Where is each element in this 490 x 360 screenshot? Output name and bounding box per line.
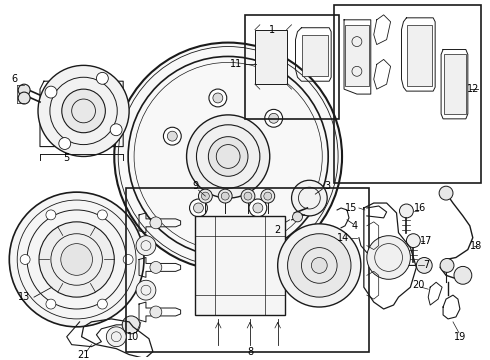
Text: 11: 11 [230,59,242,69]
Circle shape [292,180,327,216]
Circle shape [406,234,420,248]
Circle shape [46,210,56,220]
Circle shape [123,255,133,265]
Circle shape [18,92,30,104]
Text: 16: 16 [414,203,426,213]
Circle shape [114,42,342,270]
Circle shape [416,257,432,273]
Bar [255,30,287,84]
Circle shape [122,316,140,334]
Text: 15: 15 [344,203,357,213]
Circle shape [163,127,181,145]
Bar [126,188,369,352]
Bar [196,216,285,315]
Circle shape [187,115,270,198]
Circle shape [106,327,126,347]
Text: 13: 13 [18,292,30,302]
Circle shape [367,236,411,279]
Circle shape [213,93,223,103]
Circle shape [454,266,472,284]
Circle shape [98,299,107,309]
Circle shape [208,137,248,176]
Circle shape [61,244,93,275]
Circle shape [45,86,57,98]
Text: 12: 12 [466,84,479,94]
Text: 3: 3 [324,181,330,191]
Text: 2: 2 [274,225,281,235]
Bar [407,25,432,86]
Circle shape [311,257,327,273]
Circle shape [198,189,212,203]
Circle shape [9,192,144,327]
Circle shape [194,203,203,213]
Bar [345,25,369,86]
Circle shape [18,84,30,96]
Text: 10: 10 [127,332,139,342]
Circle shape [150,261,162,273]
Text: 19: 19 [454,332,466,342]
Circle shape [218,189,232,203]
Text: 8: 8 [247,347,253,357]
Circle shape [440,258,454,273]
Circle shape [261,189,275,203]
Text: 9: 9 [193,181,198,191]
Circle shape [221,192,229,200]
Circle shape [39,222,114,297]
Circle shape [62,89,105,133]
Circle shape [249,199,267,217]
Circle shape [278,224,361,307]
Circle shape [20,255,30,265]
Circle shape [209,89,227,107]
Text: 4: 4 [352,221,358,231]
Text: 20: 20 [412,280,424,290]
Circle shape [201,192,209,200]
Bar [245,15,339,119]
Circle shape [136,280,156,300]
Circle shape [97,72,108,84]
Circle shape [98,210,107,220]
Circle shape [288,234,351,297]
Circle shape [136,236,156,256]
Circle shape [241,189,255,203]
Circle shape [38,66,129,157]
Text: 14: 14 [337,233,349,243]
Circle shape [150,217,162,229]
Circle shape [265,109,283,127]
Text: 17: 17 [420,236,433,246]
Circle shape [110,124,122,136]
Text: 18: 18 [469,240,482,251]
Circle shape [399,204,414,218]
Circle shape [168,131,177,141]
Text: 21: 21 [77,350,90,360]
Circle shape [264,192,272,200]
Bar [302,35,328,76]
Circle shape [46,299,56,309]
Text: 1: 1 [269,25,275,35]
Circle shape [190,199,207,217]
Bar [444,54,466,114]
Text: 6: 6 [11,74,17,84]
Circle shape [293,212,302,222]
Bar [334,5,481,183]
Circle shape [244,192,252,200]
Circle shape [269,113,279,123]
Circle shape [150,306,162,318]
Circle shape [439,186,453,200]
Text: 5: 5 [64,153,70,163]
Circle shape [59,138,71,149]
Circle shape [253,203,263,213]
Text: 7: 7 [423,260,429,270]
